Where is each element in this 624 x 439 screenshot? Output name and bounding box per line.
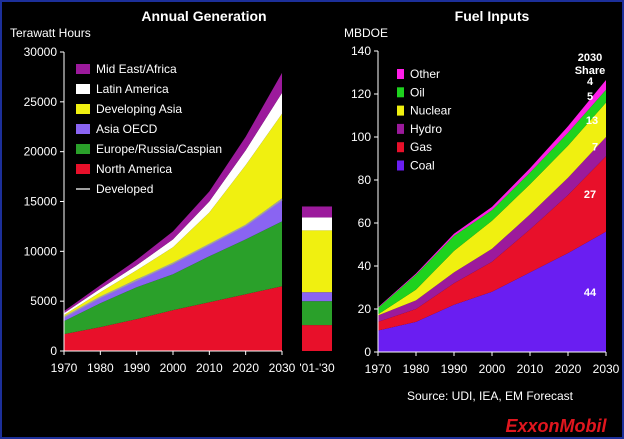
right-x-tick-label: 2020	[555, 362, 582, 376]
increment-bar-segment-asia-oecd	[302, 292, 332, 302]
right-legend-label-nuclear: Nuclear	[410, 104, 451, 118]
left-legend-swatch-europe-russia-caspian	[76, 144, 90, 154]
right-legend: Other Oil Nuclear Hydro Gas Coal	[397, 67, 451, 173]
left-legend: Mid East/Africa Latin America Developing A…	[76, 62, 222, 196]
left-legend-swatch-latin-america	[76, 84, 90, 94]
left-area-layers	[63, 72, 283, 351]
source-note: Source: UDI, IEA, EM Forecast	[407, 389, 574, 403]
right-x-tick-label: 2000	[479, 362, 506, 376]
share-label-nuclear: 13	[586, 115, 598, 127]
left-y-tick-label: 10000	[24, 244, 58, 258]
left-legend-swatch-north-america	[76, 164, 90, 174]
developed-line	[63, 198, 283, 318]
right-x-tick-label: 1980	[403, 362, 430, 376]
right-legend-swatch-gas	[397, 142, 404, 153]
right-x-tick-label: 1970	[365, 362, 392, 376]
right-legend-swatch-other	[397, 69, 404, 79]
right-x-tick-label: 2030	[593, 362, 620, 376]
share-label-coal: 44	[584, 287, 597, 299]
left-y-tick-label: 15000	[24, 195, 58, 209]
share-label-oil: 5	[587, 91, 593, 103]
right-axes: 0 20 40 60 80 100 120 140 1970 1980 1990 2000 2010 20…	[351, 44, 620, 376]
left-legend-label-europe-russia-caspian: Europe/Russia/Caspian	[96, 142, 222, 156]
left-x-tick-label: 1990	[123, 361, 150, 375]
left-legend-label-latin-america: Latin America	[96, 82, 169, 96]
right-y-tick-label: 0	[364, 345, 371, 359]
left-legend-label-developed: Developed	[96, 182, 153, 196]
left-legend-label-asia-oecd: Asia OECD	[96, 122, 158, 136]
right-area-layers	[378, 80, 606, 352]
left-legend-label-mid-east-africa: Mid East/Africa	[96, 62, 177, 76]
left-legend-label-north-america: North America	[96, 162, 172, 176]
left-x-tick-label: 2010	[196, 361, 223, 375]
right-y-tick-label: 80	[358, 173, 372, 187]
right-y-tick-label: 60	[358, 216, 372, 230]
increment-bar	[302, 206, 332, 351]
right-area-gas	[378, 156, 606, 331]
increment-bar-label: '01-'30	[299, 361, 335, 375]
right-y-tick-label: 100	[351, 130, 371, 144]
left-y-tick-label: 25000	[24, 95, 58, 109]
left-y-tick-label: 0	[50, 344, 57, 358]
increment-bar-segment-developing-asia	[302, 230, 332, 293]
right-legend-swatch-nuclear	[397, 105, 404, 116]
right-legend-swatch-coal	[397, 160, 404, 171]
share-title-word: Share	[575, 65, 606, 77]
left-x-tick-label: 1980	[87, 361, 114, 375]
left-chart-title: Annual Generation	[141, 8, 266, 24]
left-area-north-america	[64, 286, 282, 351]
right-y-tick-label: 20	[358, 302, 372, 316]
right-legend-swatch-hydro	[397, 123, 404, 134]
right-legend-label-gas: Gas	[410, 140, 432, 154]
left-x-tick-label: 2030	[269, 361, 296, 375]
left-legend-swatch-developing-asia	[76, 104, 90, 114]
increment-bar-segment-north-america	[302, 325, 332, 351]
left-y-tick-label: 5000	[30, 294, 57, 308]
right-legend-label-oil: Oil	[410, 85, 425, 99]
increment-bar-segment-mid-east-africa	[302, 206, 332, 218]
left-y-tick-label: 30000	[24, 45, 58, 59]
left-legend-swatch-mid-east-africa	[76, 64, 90, 74]
right-y-tick-label: 120	[351, 87, 371, 101]
share-labels: 44 27 7 13 5 4	[584, 76, 598, 299]
right-x-tick-label: 2010	[517, 362, 544, 376]
left-legend-swatch-asia-oecd	[76, 124, 90, 134]
right-y-axis-label: MBDOE	[344, 26, 388, 40]
left-x-tick-label: 1970	[51, 361, 78, 375]
left-axes: 0 5000 10000 15000 20000 25000 30000 1970 1980 19…	[24, 45, 296, 375]
right-area-oil	[378, 89, 606, 315]
share-label-gas: 27	[584, 189, 596, 201]
left-area-asia-oecd	[64, 198, 282, 322]
right-y-tick-label: 140	[351, 44, 371, 58]
increment-bar-segment-latin-america	[302, 217, 332, 231]
increment-bar-segment-europe-russia-caspian	[302, 301, 332, 326]
right-legend-label-hydro: Hydro	[410, 122, 442, 136]
left-y-axis-label: Terawatt Hours	[10, 26, 91, 40]
left-legend-label-developing-asia: Developing Asia	[96, 102, 182, 116]
right-y-tick-label: 40	[358, 259, 372, 273]
right-legend-label-coal: Coal	[410, 159, 435, 173]
right-legend-swatch-oil	[397, 87, 404, 98]
right-legend-label-other: Other	[410, 67, 440, 81]
share-title-year: 2030	[578, 52, 602, 64]
left-area-developing-asia	[64, 113, 282, 318]
left-area-europe-russia-caspian	[64, 221, 282, 335]
right-x-tick-label: 1990	[441, 362, 468, 376]
left-x-tick-label: 2020	[232, 361, 259, 375]
left-x-tick-label: 2000	[160, 361, 187, 375]
share-label-hydro: 7	[592, 142, 598, 154]
exxonmobil-logo: ExxonMobil	[505, 416, 607, 436]
share-label-other: 4	[587, 76, 594, 88]
right-chart-title: Fuel Inputs	[455, 8, 530, 24]
left-y-tick-label: 20000	[24, 145, 58, 159]
